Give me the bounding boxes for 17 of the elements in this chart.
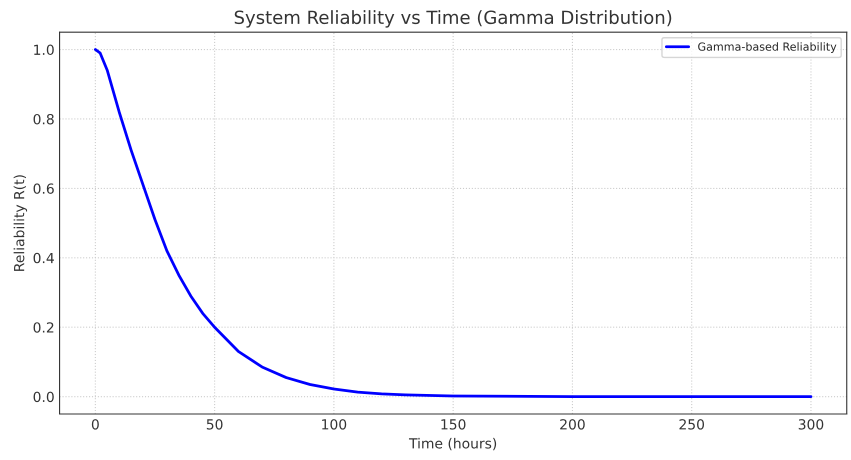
x-tick-label: 100 bbox=[322, 419, 346, 430]
chart-title: System Reliability vs Time (Gamma Distribution) bbox=[234, 10, 672, 28]
y-tick-label: 0.6 bbox=[34, 183, 54, 194]
x-tick-label: 150 bbox=[441, 419, 466, 430]
x-tick-label: 50 bbox=[206, 419, 223, 430]
y-tick-label: 0.0 bbox=[34, 392, 54, 402]
x-tick-label: 250 bbox=[679, 419, 704, 430]
y-axis-title: Reliability R(t) bbox=[14, 175, 28, 271]
legend-label: Gamma-based Reliability bbox=[698, 42, 836, 53]
y-tick-label: 1.0 bbox=[34, 44, 54, 56]
x-tick-label: 300 bbox=[798, 419, 824, 430]
x-tick-label: 0 bbox=[92, 419, 99, 430]
x-tick-label: 200 bbox=[560, 419, 585, 430]
y-tick-label: 0.2 bbox=[34, 322, 54, 333]
y-tick-label: 0.4 bbox=[34, 252, 54, 264]
y-tick-label: 0.8 bbox=[34, 114, 54, 124]
x-axis-title: Time (hours) bbox=[408, 438, 496, 450]
